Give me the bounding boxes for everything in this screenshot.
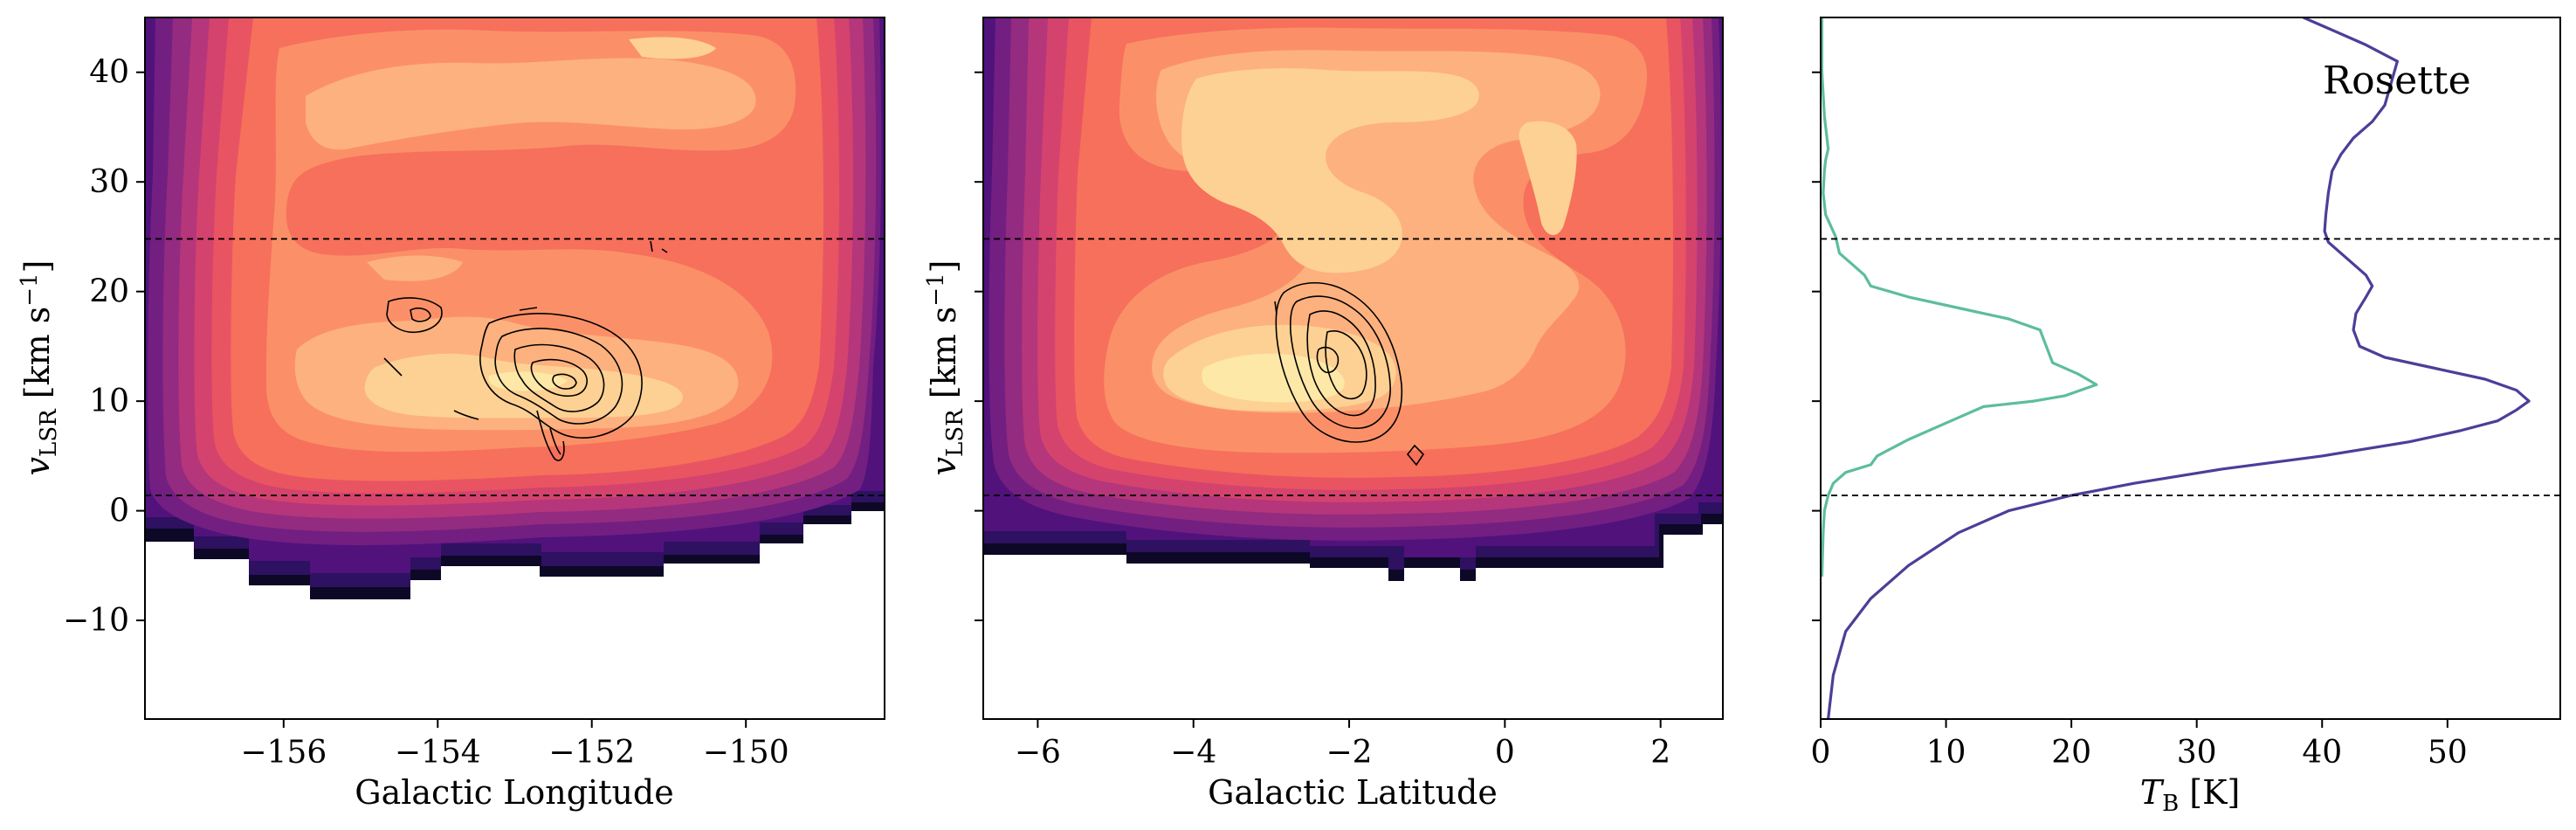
x-tick-label: −152 [548,735,635,771]
pv-region-level-12 [364,37,716,418]
pv-region-level-12 [1163,68,1577,412]
axes-frame-latitude [982,17,1724,720]
x-tick-label: 0 [1811,735,1831,771]
axes-ticks-latitude: −6 −4 −2 0 2 [975,71,1670,771]
x-tick-label: 10 [1926,735,1966,771]
y-tick-label: 30 [89,164,129,200]
x-tick-label: 50 [2428,735,2468,771]
x-tick-label: −2 [1326,735,1373,771]
x-tick-label: −6 [1015,735,1061,771]
panel-latitude: −6 −4 −2 0 2 [975,17,1724,771]
x-tick-label: 20 [2051,735,2091,771]
x-tick-label: 30 [2177,735,2217,771]
y-tick-label: 10 [89,384,129,419]
y-tick-label: 20 [89,274,129,310]
xlabel-spectrum: TB [K] [2140,773,2241,817]
panel-spectrum: 0 10 20 30 40 50 Rosette [1811,17,2561,771]
axes-ticks-spectrum: 0 10 20 30 40 50 [1811,71,2468,771]
pv-region-level-13 [1202,353,1345,403]
y-tick-label: 0 [109,494,129,529]
pv-heatmap-latitude [983,17,1723,581]
x-tick-label: 40 [2302,735,2342,771]
x-tick-label: 2 [1650,735,1670,771]
ylabel-latitude: vLSR [km s−1] [923,260,968,476]
pv-contours-latitude [1274,281,1425,467]
axes-frame-longitude [144,17,885,720]
panel-longitude: −10 0 10 20 30 40 −156 −154 −152 −150 [63,17,885,771]
hlines-longitude [145,238,885,496]
x-tick-label: −156 [240,735,327,771]
x-tick-label: 0 [1495,735,1515,771]
ylabel-longitude: vLSR [km s−1] [17,260,62,476]
x-tick-label: −4 [1170,735,1216,771]
y-tick-label: 40 [89,55,129,91]
pv-bright-spot [1576,339,1580,354]
spectrum-plot-area [1821,17,2531,719]
pv-heatmap-longitude [145,17,885,599]
axes-ticks-longitude: −10 0 10 20 30 40 −156 −154 −152 −150 [63,55,789,771]
hlines-latitude [983,238,1723,496]
axes-frame-spectrum [1820,17,2561,720]
x-tick-label: −150 [703,735,789,771]
xlabel-longitude: Galactic Longitude [355,773,674,812]
pv-region-level-11 [294,58,756,431]
spectrum-annotation: Rosette [2323,59,2471,103]
xlabel-latitude: Galactic Latitude [1208,773,1498,812]
spectrum-line-purple [1827,17,2531,719]
x-tick-label: −154 [395,735,481,771]
pv-contours-longitude [383,240,668,461]
y-tick-label: −10 [63,603,129,639]
spectrum-lines [1821,17,2531,719]
hlines-spectrum [1821,238,2560,496]
spectrum-line-green [1821,17,2098,577]
pv-region-level-13 [488,371,568,391]
